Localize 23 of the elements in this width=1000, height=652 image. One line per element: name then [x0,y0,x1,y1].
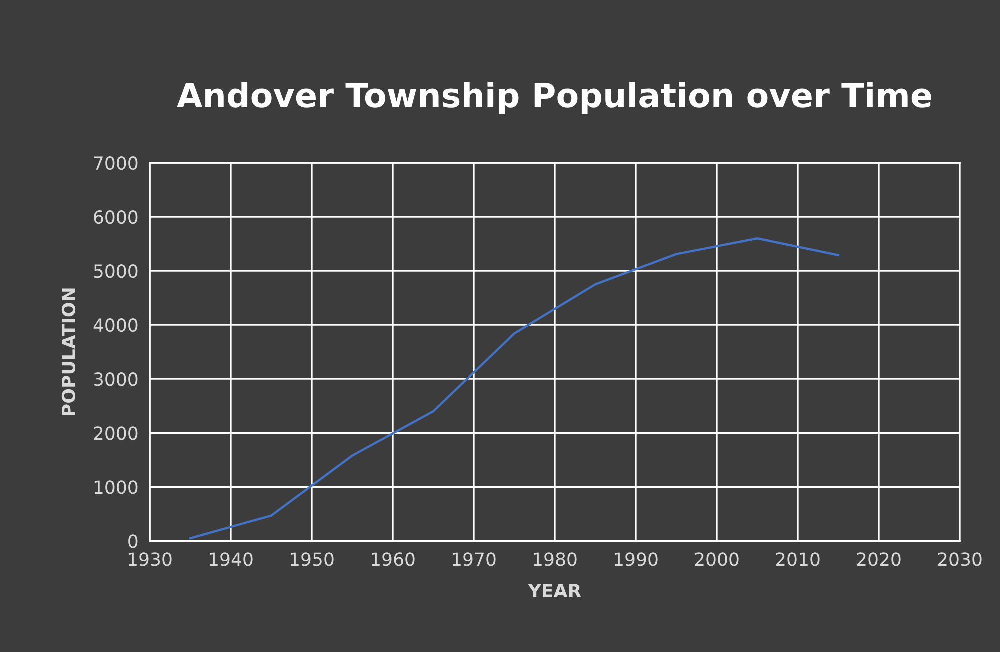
chart-title: Andover Township Population over Time [177,82,932,114]
y-tick-label: 4000 [94,318,138,332]
x-tick-label: 1950 [291,552,334,566]
x-tick-label: 2010 [776,552,820,566]
y-tick-label: 1000 [94,480,138,494]
y-tick-label: 7000 [94,156,138,170]
x-tick-label: 1930 [129,552,172,566]
x-tick-label: 2020 [857,552,901,566]
x-axis-title: YEAR [528,584,582,598]
x-tick-label: 2000 [695,552,739,566]
y-tick-label: 6000 [94,210,138,224]
line-series [189,238,840,540]
y-tick-label: 3000 [94,372,138,386]
x-tick-label: 1940 [210,552,253,566]
x-tick-label: 1990 [615,552,658,566]
y-tick-label: 5000 [94,264,138,278]
y-tick-label: 2000 [94,426,138,440]
y-axis-title: POPULATION [62,288,76,416]
x-tick-label: 1970 [453,552,496,566]
x-tick-label: 1980 [534,552,577,566]
y-tick-label: 0 [128,534,138,548]
x-tick-label: 2030 [938,552,982,566]
x-tick-label: 1960 [372,552,415,566]
